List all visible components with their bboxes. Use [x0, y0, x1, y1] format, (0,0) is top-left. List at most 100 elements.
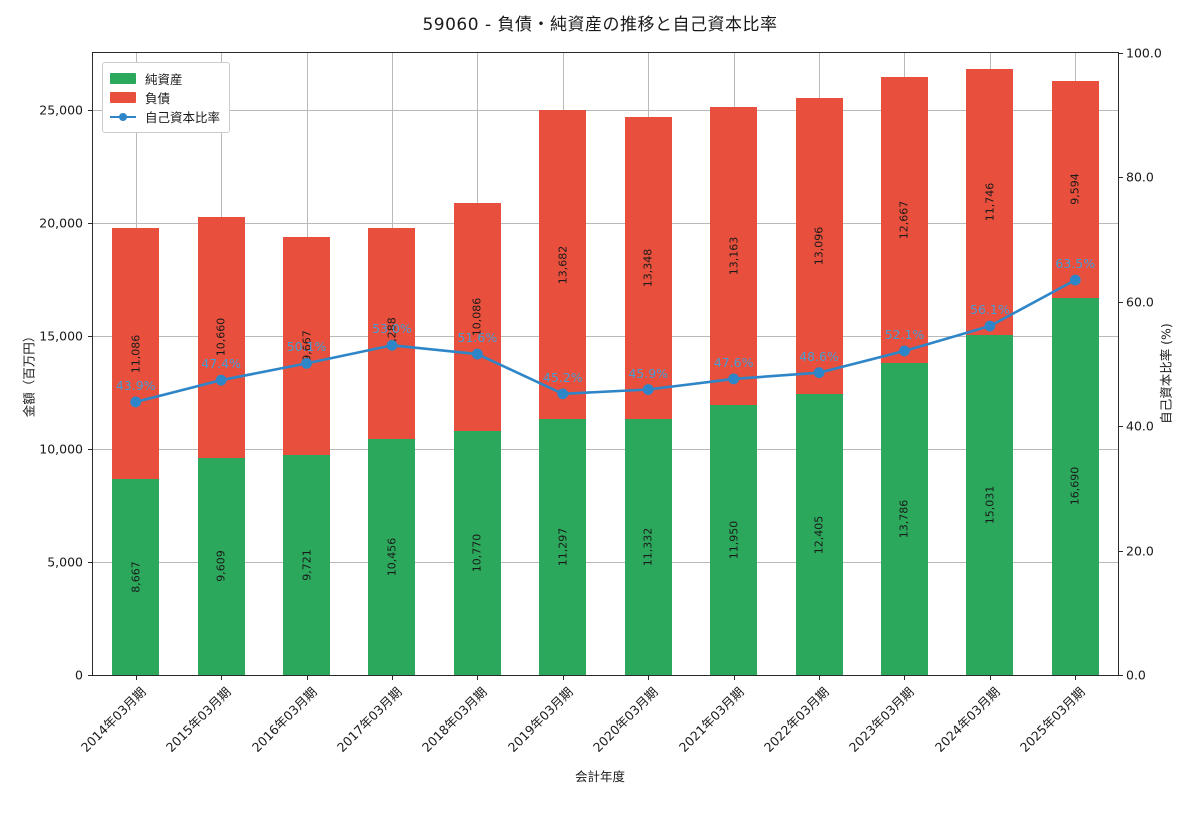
x-tick-mark [477, 676, 479, 680]
ratio-line-marker[interactable] [557, 388, 569, 400]
ratio-line-marker[interactable] [471, 348, 483, 360]
bar-segment-equity[interactable]: 8,667 [112, 478, 160, 675]
bar-group[interactable]: 9,609 10,660 [197, 216, 245, 675]
y-tick-label-right: 20.0 [1126, 543, 1154, 559]
ratio-line-marker[interactable] [1069, 274, 1081, 286]
bar-group[interactable]: 11,297 13,682 [539, 110, 587, 675]
bar-segment-liability[interactable]: 11,746 [966, 69, 1014, 336]
bar-group[interactable]: 15,031 11,746 [966, 69, 1014, 675]
legend-swatch-icon [110, 73, 136, 84]
bar-segment-liability[interactable]: 9,288 [368, 228, 416, 439]
x-tick-mark [1075, 676, 1077, 680]
bar-group[interactable]: 16,690 9,594 [1051, 80, 1099, 675]
gridline [93, 448, 1118, 450]
bar-segment-liability[interactable]: 11,086 [112, 228, 160, 479]
bar-segment-liability[interactable]: 12,667 [880, 76, 928, 364]
x-axis-label: 会計年度 [574, 769, 625, 784]
bar-segment-equity[interactable]: 13,786 [880, 363, 928, 675]
bar-segment-liability[interactable]: 10,086 [453, 203, 501, 432]
y-tick-mark-left [88, 448, 92, 450]
legend-item[interactable]: 負債 [110, 88, 220, 107]
x-tick-label: 2015年03月期 [162, 684, 234, 755]
bar-segment-equity[interactable]: 16,690 [1051, 297, 1099, 675]
x-tick-mark [819, 676, 821, 680]
bar-segment-liability[interactable]: 13,348 [624, 116, 672, 419]
legend-label: 自己資本比率 [145, 110, 221, 125]
y-tick-mark-left [88, 561, 92, 563]
ratio-value-label: 43.9% [115, 377, 156, 393]
bar-segment-liability[interactable]: 13,096 [795, 98, 843, 395]
bar-segment-equity[interactable]: 10,456 [368, 438, 416, 675]
ratio-value-label: 48.6% [799, 348, 839, 364]
bar-group[interactable]: 9,721 9,667 [283, 236, 331, 675]
x-tick-label: 2016年03月期 [248, 684, 320, 755]
gridline [93, 335, 1118, 337]
chart-legend: 純資産 負債自己資本比率 [102, 62, 231, 133]
ratio-line-marker[interactable] [386, 339, 398, 351]
ratio-value-label: 53.0% [372, 321, 412, 337]
ratio-line-marker[interactable] [130, 396, 142, 408]
bar-segment-liability[interactable]: 9,667 [283, 236, 331, 456]
ratio-line-series [130, 274, 1081, 408]
x-tick-mark [562, 676, 564, 680]
bar-segment-equity[interactable]: 11,297 [539, 419, 587, 675]
x-tick-label: 2023年03月期 [846, 684, 918, 755]
bar-segment-equity[interactable]: 9,609 [197, 457, 245, 675]
bar-segment-equity[interactable]: 9,721 [283, 455, 331, 675]
ratio-line-marker[interactable] [301, 357, 312, 369]
y-tick-mark-right [1119, 301, 1123, 303]
bar-group[interactable]: 11,950 13,163 [710, 107, 758, 675]
ratio-line-marker[interactable] [728, 373, 740, 385]
ratio-value-label: 47.6% [713, 354, 754, 370]
ratio-value-label: 47.4% [201, 356, 241, 372]
bar-group[interactable]: 8,667 11,086 [112, 228, 160, 675]
bar-group[interactable]: 13,786 12,667 [880, 76, 928, 675]
plot-area: 8,667 11,086 9,609 10,660 9,721 9,667 10,456 9,… [92, 52, 1119, 676]
ratio-value-label: 45.9% [628, 365, 669, 381]
x-tick-mark [733, 676, 735, 680]
y-tick-label-left: 10,000 [39, 441, 83, 457]
bar-group[interactable]: 10,456 9,288 [368, 228, 416, 675]
x-tick-label: 2025年03月期 [1017, 684, 1089, 755]
y-tick-label-right: 100.0 [1126, 45, 1162, 61]
y-tick-label-left: 25,000 [39, 102, 83, 118]
bar-segment-equity[interactable]: 11,950 [710, 404, 758, 675]
x-tick-mark [306, 676, 308, 680]
bar-segment-equity[interactable]: 12,405 [795, 394, 843, 675]
bar-group[interactable]: 10,770 10,086 [453, 203, 501, 675]
y-tick-mark-right [1119, 53, 1123, 54]
y-tick-label-left: 5,000 [47, 554, 83, 570]
bar-segment-liability[interactable]: 10,660 [197, 216, 245, 458]
y-tick-mark-right [1119, 550, 1123, 552]
y-tick-mark-right [1119, 177, 1123, 179]
bar-segment-liability[interactable]: 13,682 [539, 110, 587, 420]
x-tick-mark [989, 676, 991, 680]
x-tick-label: 2020年03月期 [590, 684, 661, 755]
bar-group[interactable]: 11,332 13,348 [624, 116, 672, 675]
ratio-value-label: 50.1% [286, 339, 327, 355]
bar-segment-equity[interactable]: 11,332 [624, 418, 672, 675]
bar-segment-liability[interactable]: 9,594 [1051, 80, 1099, 298]
bar-segment-equity[interactable]: 10,770 [453, 431, 501, 675]
legend-item[interactable]: 自己資本比率 [110, 107, 220, 126]
bar-group[interactable]: 12,405 13,096 [795, 98, 843, 675]
ratio-line-marker[interactable] [642, 384, 654, 395]
y-axis-label-left: 金額（百万円） [21, 329, 37, 418]
y-tick-label-left: 20,000 [39, 215, 83, 231]
gridline [93, 222, 1118, 224]
ratio-line-marker[interactable] [899, 345, 910, 357]
ratio-line-marker[interactable] [984, 320, 996, 332]
y-tick-mark-left [88, 222, 92, 224]
legend-item[interactable]: 純資産 [110, 69, 220, 88]
gridline [93, 561, 1118, 563]
ratio-line-marker[interactable] [813, 367, 825, 379]
ratio-value-label: 45.2% [542, 369, 583, 385]
y-tick-label-left: 15,000 [39, 328, 83, 344]
bar-segment-liability[interactable]: 13,163 [710, 107, 758, 405]
x-tick-label: 2022年03月期 [760, 684, 832, 755]
y-tick-mark-left [88, 109, 92, 111]
x-tick-label: 2017年03月期 [333, 684, 405, 755]
bar-segment-equity[interactable]: 15,031 [966, 335, 1014, 675]
x-tick-mark [221, 676, 223, 680]
ratio-line-marker[interactable] [215, 374, 227, 386]
